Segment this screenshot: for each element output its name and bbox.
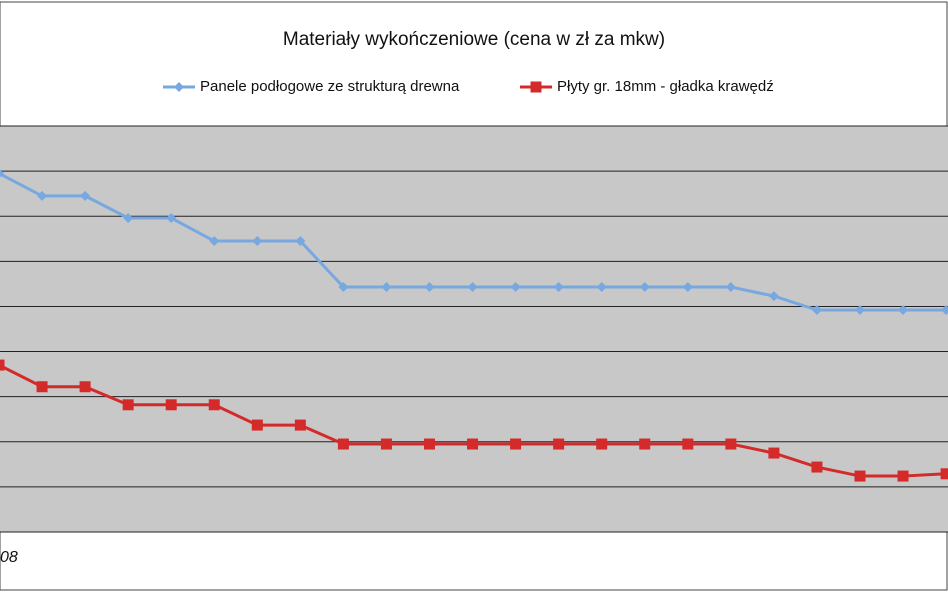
marker	[337, 438, 349, 450]
marker	[940, 468, 948, 480]
marker	[639, 438, 651, 450]
marker	[251, 419, 263, 431]
marker	[0, 169, 4, 178]
marker	[530, 81, 542, 93]
marker	[768, 291, 779, 302]
marker	[166, 213, 177, 224]
marker	[209, 236, 220, 247]
marker	[639, 282, 650, 293]
marker	[898, 305, 909, 316]
marker	[768, 447, 780, 459]
marker	[424, 438, 435, 450]
plot-area	[0, 126, 948, 532]
marker	[295, 236, 306, 247]
marker	[381, 282, 392, 293]
marker	[36, 381, 48, 393]
legend-label: Płyty gr. 18mm - gładka krawędź	[557, 78, 774, 95]
marker	[80, 190, 91, 201]
marker	[122, 399, 134, 411]
marker	[294, 419, 306, 431]
marker	[941, 305, 948, 316]
marker	[553, 438, 565, 450]
marker	[725, 438, 737, 450]
marker	[380, 438, 392, 450]
marker	[208, 399, 220, 411]
marker	[0, 359, 5, 371]
marker	[252, 236, 263, 247]
marker	[174, 82, 184, 92]
marker	[123, 213, 134, 224]
marker	[467, 438, 479, 450]
marker	[424, 282, 435, 293]
marker	[682, 438, 694, 450]
marker	[510, 438, 522, 450]
legend-label: Panele podłogowe ze strukturą drewna	[200, 78, 460, 95]
marker	[510, 282, 521, 293]
marker	[165, 399, 177, 411]
marker	[467, 282, 478, 293]
marker	[338, 282, 349, 293]
marker	[596, 282, 607, 293]
marker	[811, 461, 823, 473]
marker	[897, 470, 909, 482]
footnote: 08	[0, 549, 18, 566]
chart-title: Materiały wykończeniowe (cena w zł za mk…	[283, 29, 665, 50]
marker	[854, 470, 866, 482]
marker	[553, 282, 564, 293]
marker	[596, 438, 608, 450]
marker	[682, 282, 693, 293]
marker	[79, 381, 91, 393]
marker	[811, 305, 822, 316]
marker	[855, 305, 865, 316]
marker	[37, 190, 48, 201]
marker	[725, 282, 736, 293]
